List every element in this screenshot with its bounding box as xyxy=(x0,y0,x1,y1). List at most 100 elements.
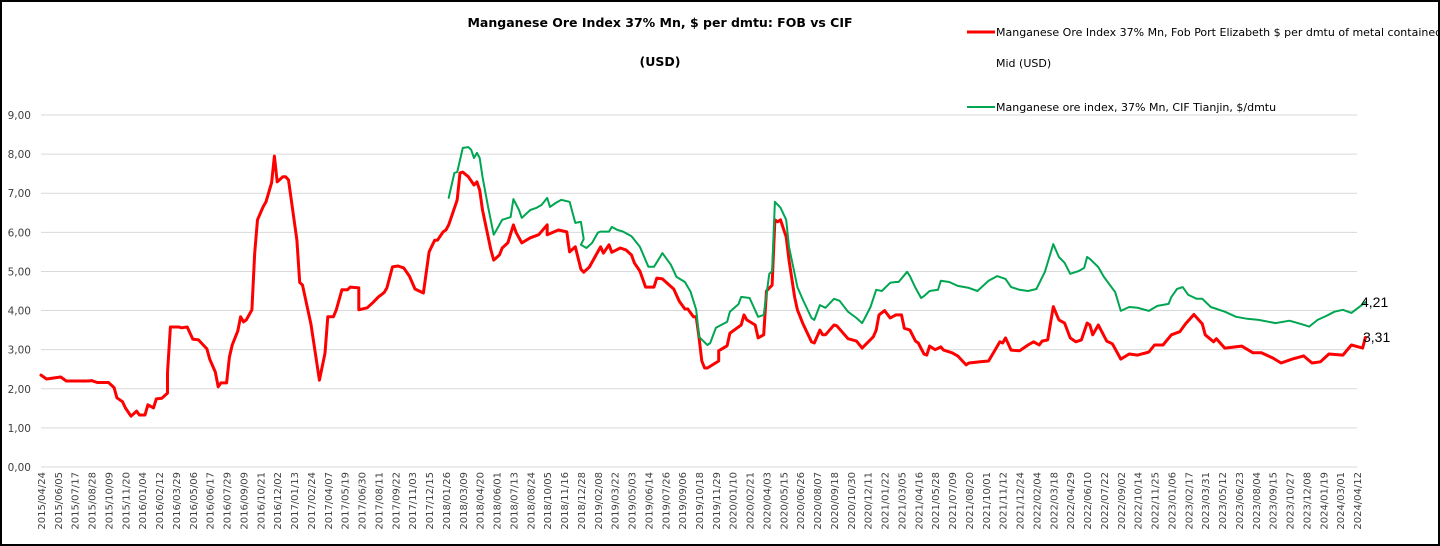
y-tick-label: 3,00 xyxy=(8,345,31,357)
x-tick-label: 2021/05/28 xyxy=(931,472,942,530)
legend: Manganese Ore Index 37% Mn, Fob Port Eli… xyxy=(967,26,1440,114)
x-tick-label: 2016/09/09 xyxy=(239,472,250,530)
x-tick-label: 2020/04/03 xyxy=(762,472,773,530)
series-line-cif xyxy=(447,146,1367,346)
x-tick-label: 2018/12/28 xyxy=(577,472,588,530)
y-tick-label: 5,00 xyxy=(8,266,31,278)
x-tick-label: 2016/01/04 xyxy=(138,472,149,530)
x-tick-label: 2018/03/09 xyxy=(459,472,470,530)
x-tick-label: 2024/03/01 xyxy=(1336,472,1347,530)
end-label-cif: 4,21 xyxy=(1361,294,1388,310)
x-tick-label: 2022/09/02 xyxy=(1117,472,1128,530)
y-tick-label: 4,00 xyxy=(8,306,31,318)
x-tick-label: 2020/02/21 xyxy=(746,472,757,530)
x-tick-label: 2023/12/08 xyxy=(1302,472,1313,530)
y-tick-label: 9,00 xyxy=(8,110,31,122)
x-tick-label: 2020/10/30 xyxy=(847,472,858,530)
y-tick-label: 0,00 xyxy=(8,462,31,474)
x-axis-ticks: 2015/04/24 2015/06/05 2015/07/17 2015/08/28… xyxy=(37,472,1364,530)
x-tick-label: 2016/10/21 xyxy=(256,472,267,530)
x-tick-label: 2015/10/09 xyxy=(104,472,115,530)
x-tick-label: 2023/02/17 xyxy=(1184,472,1195,530)
x-tick-label: 2015/04/24 xyxy=(37,472,48,530)
x-tick-label: 2017/11/03 xyxy=(408,472,419,530)
x-tick-label: 2019/10/18 xyxy=(695,472,706,530)
x-tick-label: 2019/02/08 xyxy=(594,472,605,530)
gridlines xyxy=(41,114,1357,468)
x-tick-label: 2018/10/05 xyxy=(543,472,554,530)
x-tick-label: 2016/12/02 xyxy=(273,472,284,530)
y-tick-label: 6,00 xyxy=(8,227,31,239)
x-tick-label: 2022/07/22 xyxy=(1100,472,1111,530)
end-label-fob: 3,31 xyxy=(1363,329,1390,345)
x-tick-label: 2021/07/09 xyxy=(948,472,959,530)
x-tick-label: 2019/11/29 xyxy=(712,472,723,530)
x-tick-label: 2018/11/16 xyxy=(560,472,571,530)
x-tick-label: 2023/03/31 xyxy=(1201,472,1212,530)
x-tick-label: 2017/09/22 xyxy=(391,472,402,530)
x-tick-label: 2019/03/22 xyxy=(611,472,622,530)
x-tick-label: 2017/01/13 xyxy=(290,472,301,530)
x-tick-label: 2021/03/05 xyxy=(897,472,908,530)
x-tick-label: 2021/04/16 xyxy=(914,472,925,530)
x-tick-label: 2019/09/06 xyxy=(678,472,689,530)
x-tick-label: 2020/09/18 xyxy=(830,472,841,530)
x-tick-label: 2015/11/20 xyxy=(121,472,132,530)
x-tick-label: 2016/05/06 xyxy=(189,472,200,530)
x-tick-label: 2018/04/20 xyxy=(476,472,487,530)
y-tick-label: 7,00 xyxy=(8,188,31,200)
x-tick-label: 2020/12/11 xyxy=(864,472,875,530)
x-tick-label: 2023/09/15 xyxy=(1269,472,1280,530)
legend-label-fob-line1: Manganese Ore Index 37% Mn, Fob Port Eli… xyxy=(996,26,1440,39)
x-tick-label: 2022/06/10 xyxy=(1083,472,1094,530)
x-tick-label: 2020/08/07 xyxy=(813,472,824,530)
x-tick-label: 2018/07/13 xyxy=(509,472,520,530)
x-tick-label: 2022/10/14 xyxy=(1134,472,1145,530)
legend-label-cif: Manganese ore index, 37% Mn, CIF Tianjin… xyxy=(996,101,1276,114)
x-tick-label: 2015/07/17 xyxy=(71,472,82,530)
series-lines xyxy=(39,146,1367,418)
x-tick-label: 2022/11/25 xyxy=(1151,472,1162,530)
x-tick-label: 2017/08/11 xyxy=(374,472,385,530)
x-tick-label: 2018/08/24 xyxy=(526,472,537,530)
x-tick-label: 2021/01/22 xyxy=(881,472,892,530)
x-tick-label: 2018/01/26 xyxy=(442,472,453,530)
x-tick-label: 2022/03/18 xyxy=(1049,472,1060,530)
x-tick-label: 2022/04/29 xyxy=(1066,472,1077,530)
x-tick-label: 2019/07/26 xyxy=(661,472,672,530)
x-tick-label: 2016/06/17 xyxy=(206,472,217,530)
x-tick-label: 2020/01/10 xyxy=(729,472,740,530)
x-tick-label: 2019/06/14 xyxy=(644,472,655,530)
x-tick-label: 2017/02/24 xyxy=(307,472,318,530)
chart-subtitle: (USD) xyxy=(640,54,681,69)
x-tick-label: 2016/02/12 xyxy=(155,472,166,530)
x-tick-label: 2016/03/29 xyxy=(172,472,183,530)
y-tick-label: 1,00 xyxy=(8,423,31,435)
x-tick-label: 2023/01/06 xyxy=(1167,472,1178,530)
x-tick-label: 2023/10/27 xyxy=(1286,472,1297,530)
x-tick-label: 2019/05/03 xyxy=(628,472,639,530)
y-tick-label: 8,00 xyxy=(8,149,31,161)
x-tick-label: 2021/12/24 xyxy=(1016,472,1027,530)
chart-title: Manganese Ore Index 37% Mn, $ per dmtu: … xyxy=(467,15,852,30)
x-tick-label: 2017/06/30 xyxy=(358,472,369,530)
x-tick-label: 2017/04/07 xyxy=(324,472,335,530)
x-tick-label: 2016/07/29 xyxy=(223,472,234,530)
series-line-fob xyxy=(39,154,1367,418)
x-tick-label: 2024/04/12 xyxy=(1353,472,1364,530)
x-tick-label: 2023/08/04 xyxy=(1252,472,1263,530)
x-tick-label: 2024/01/19 xyxy=(1319,472,1330,530)
x-tick-label: 2023/06/23 xyxy=(1235,472,1246,530)
x-tick-label: 2018/06/01 xyxy=(493,472,504,530)
y-axis-ticks: 0,00 1,00 2,00 3,00 4,00 5,00 6,00 7,00 8,00 9,00 xyxy=(8,110,31,474)
x-tick-label: 2021/10/01 xyxy=(982,472,993,530)
x-tick-label: 2020/05/15 xyxy=(779,472,790,530)
x-tick-label: 2021/08/20 xyxy=(965,472,976,530)
legend-label-fob-line2: Mid (USD) xyxy=(996,57,1051,70)
x-tick-label: 2015/08/28 xyxy=(88,472,99,530)
x-tick-label: 2022/02/04 xyxy=(1032,472,1043,530)
x-tick-label: 2017/05/19 xyxy=(341,472,352,530)
x-tick-label: 2021/11/12 xyxy=(999,472,1010,530)
